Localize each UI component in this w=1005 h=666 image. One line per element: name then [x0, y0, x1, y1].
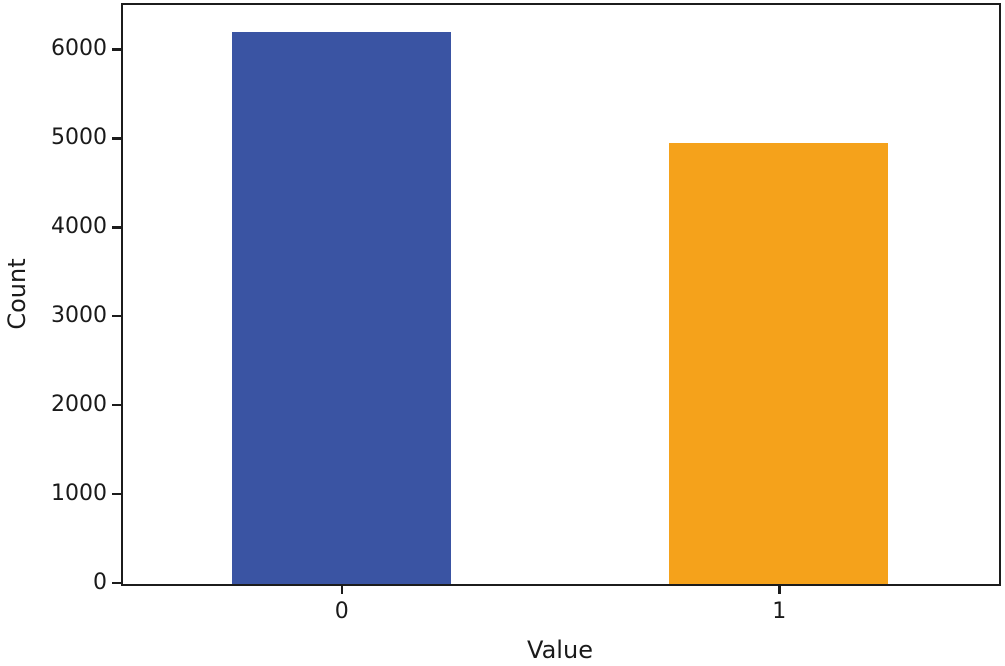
y-tick-mark — [112, 492, 121, 496]
y-tick-label: 5000 — [51, 125, 107, 151]
bar-1 — [669, 143, 889, 584]
y-tick-mark — [112, 403, 121, 407]
x-tick-mark — [340, 585, 343, 594]
x-axis-label: Value — [527, 636, 593, 664]
y-tick-mark — [112, 314, 121, 318]
x-tick-label: 0 — [334, 599, 349, 624]
plot-area — [120, 2, 1001, 586]
y-tick-mark — [112, 226, 121, 229]
y-tick-label: 6000 — [51, 36, 107, 62]
y-tick-label: 4000 — [51, 214, 107, 240]
x-tick-label: 1 — [772, 599, 787, 624]
y-tick-mark — [112, 137, 121, 140]
y-tick-label: 1000 — [51, 481, 107, 507]
y-tick-mark — [112, 48, 121, 51]
y-tick-label: 2000 — [51, 392, 107, 418]
bar-0 — [231, 32, 451, 584]
y-tick-mark — [112, 581, 121, 585]
x-tick-mark — [778, 585, 781, 594]
y-tick-label: 0 — [93, 570, 107, 595]
y-tick-label: 3000 — [51, 303, 107, 329]
